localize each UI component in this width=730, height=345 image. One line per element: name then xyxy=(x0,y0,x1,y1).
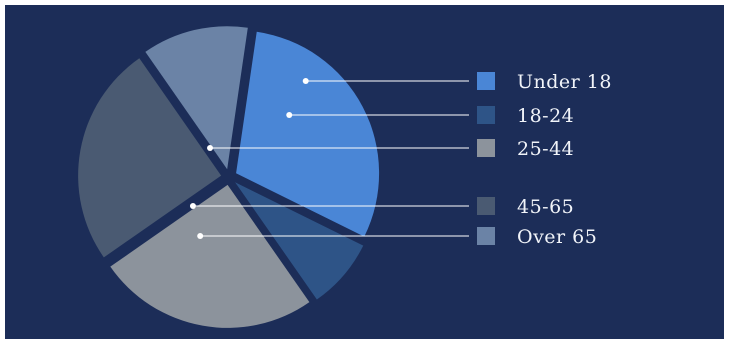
legend-swatch-over-65 xyxy=(477,227,495,245)
legend-swatch-under-18 xyxy=(477,72,495,90)
legend-swatch-25-44 xyxy=(477,139,495,157)
legend-label-under-18: Under 18 xyxy=(517,71,612,93)
leader-dot-over-65 xyxy=(197,233,204,239)
pie-slice-45-65 xyxy=(78,58,222,258)
pie-slices xyxy=(78,26,380,328)
pie-chart: Under 18 18-24 25-44 45-65 Over 65 xyxy=(78,26,612,328)
chart-panel: Under 18 18-24 25-44 45-65 Over 65 xyxy=(5,5,724,339)
legend-label-over-65: Over 65 xyxy=(517,226,597,248)
leader-dot-45-65 xyxy=(189,203,196,209)
legend-swatch-18-24 xyxy=(477,106,495,124)
leader-dot-18-24 xyxy=(286,112,293,118)
legend-label-25-44: 25-44 xyxy=(517,138,574,160)
legend-label-18-24: 18-24 xyxy=(517,105,574,127)
pie-slice-18-24 xyxy=(235,182,364,300)
leader-dot-25-44 xyxy=(207,145,214,151)
pie-slice-over-65 xyxy=(145,26,248,170)
pie-slice-25-44 xyxy=(110,184,310,328)
leader-lines xyxy=(189,78,469,239)
leader-dot-under-18 xyxy=(302,78,309,84)
legend-swatch-45-65 xyxy=(477,197,495,215)
legend-label-45-65: 45-65 xyxy=(517,196,574,218)
legend: Under 18 18-24 25-44 45-65 Over 65 xyxy=(477,71,612,248)
pie-slice-under-18 xyxy=(236,31,380,237)
